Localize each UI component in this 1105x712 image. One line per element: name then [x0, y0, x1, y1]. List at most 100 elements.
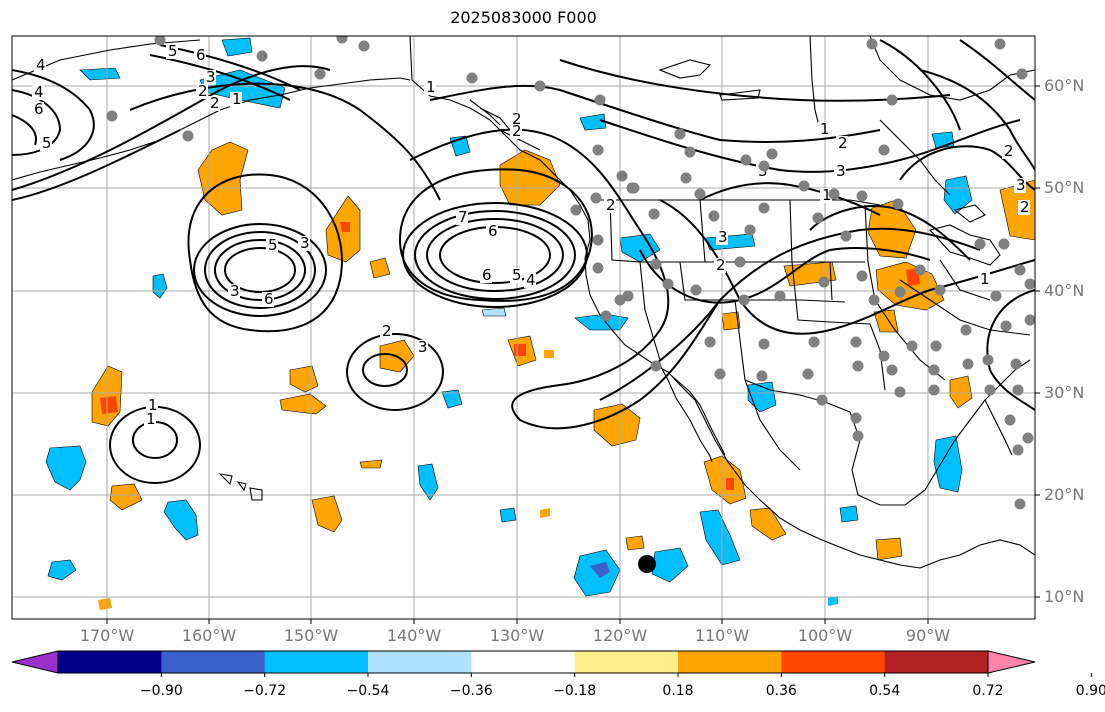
- contour-label-bg: [1018, 200, 1030, 215]
- colorbar-segment: [368, 651, 472, 673]
- station-dot: [600, 310, 612, 322]
- shade-neg: [619, 233, 661, 263]
- contour-label-bg: [32, 102, 44, 117]
- contour-label-bg: [1002, 144, 1014, 159]
- station-dot: [690, 284, 702, 296]
- contour-label-bg: [194, 48, 206, 63]
- shade-pos: [311, 495, 343, 533]
- colorbar-outline: [57, 650, 989, 674]
- station-dot: [1024, 314, 1035, 326]
- station-dot: [590, 192, 602, 204]
- contour-label: 3: [1016, 176, 1026, 194]
- lat-label: 40°N: [1044, 281, 1085, 300]
- contour: [919, 69, 1035, 171]
- contour-label: 5: [168, 42, 178, 60]
- contour: [879, 39, 961, 131]
- station-dot: [1014, 264, 1026, 276]
- contour-label-bg: [480, 268, 492, 283]
- contour-label: 2: [716, 256, 726, 274]
- contour-label: 4: [36, 56, 46, 74]
- contour-label: 4: [34, 83, 44, 101]
- contour-label-bg: [978, 272, 990, 287]
- colorbar-tick-label: 0.36: [765, 683, 797, 699]
- contour-label: 1: [148, 396, 158, 414]
- contour-label-bg: [262, 292, 274, 307]
- station-dot: [856, 270, 868, 282]
- station-dot: [974, 238, 986, 250]
- station-dot: [734, 256, 746, 268]
- station-dot: [704, 336, 716, 348]
- shade-neg: [481, 307, 507, 317]
- contour: [899, 145, 1035, 191]
- station-dot: [840, 230, 852, 242]
- shade-neg: [221, 37, 253, 57]
- contour: [12, 114, 37, 146]
- contour-label: 2: [838, 134, 848, 152]
- contour-label: 5: [512, 266, 522, 284]
- contour-label: 2: [512, 122, 522, 140]
- lon-ticks: [106, 619, 929, 624]
- contour-label-bg: [456, 210, 468, 225]
- station-dot: [1014, 498, 1026, 510]
- colorbar-segment: [471, 651, 576, 673]
- shade-pos: [340, 222, 350, 232]
- lat-ticks: [1035, 85, 1040, 598]
- contour-label: 2: [210, 94, 220, 112]
- station-dot: [628, 182, 640, 194]
- colorbar-segment: [884, 651, 989, 673]
- lon-label: 140°W: [386, 626, 442, 645]
- station-dot: [906, 340, 918, 352]
- station-dot: [934, 284, 946, 296]
- shade-neg: [45, 445, 87, 491]
- contour-label-bg: [834, 164, 846, 179]
- station-dot: [358, 40, 370, 52]
- station-dot: [868, 294, 880, 306]
- station-dot: [570, 204, 582, 216]
- station-dot: [738, 294, 750, 306]
- station-dot: [674, 128, 686, 140]
- station-dot: [828, 188, 840, 200]
- contour-label: 1: [426, 78, 436, 96]
- colorbar-extend-min: [11, 650, 59, 674]
- contour-label-bg: [486, 224, 498, 239]
- station-dot: [878, 144, 890, 156]
- station-dot: [818, 276, 830, 288]
- station-dot: [592, 262, 604, 274]
- contour-label-bg: [40, 136, 52, 151]
- station-dot: [914, 264, 926, 276]
- shade-neg: [417, 463, 439, 501]
- colorbar-tick-label: −0.54: [346, 683, 390, 699]
- station-dot: [850, 412, 862, 424]
- station-dot: [744, 224, 756, 236]
- station-dot: [314, 68, 326, 80]
- contour-label-bg: [424, 80, 436, 95]
- contour: [129, 82, 441, 201]
- lat-label: 10°N: [1044, 587, 1085, 606]
- contour-label: 6: [196, 46, 206, 64]
- station-dot: [1010, 358, 1022, 370]
- station-dot: [866, 38, 878, 50]
- contour-label: 3: [206, 68, 216, 86]
- station-dot: [766, 148, 778, 160]
- lon-label: 130°W: [489, 626, 545, 645]
- shade-neg: [441, 389, 463, 409]
- station-dot: [592, 234, 604, 246]
- colorbar-tick-label: −0.90: [139, 683, 183, 699]
- station-dot: [894, 386, 906, 398]
- shade-neg: [828, 596, 838, 606]
- colorbar-tick-label: 0.18: [662, 683, 694, 699]
- station-dot: [648, 208, 660, 220]
- station-dot: [892, 198, 904, 210]
- contour: [599, 119, 1021, 173]
- station-dot: [960, 324, 972, 336]
- station-dot: [1024, 278, 1035, 290]
- contour-label: 2: [382, 322, 392, 340]
- station-dot: [886, 94, 898, 106]
- contour: [429, 84, 881, 143]
- contour-label: 7: [458, 208, 468, 226]
- colorbar-tick-label: −0.18: [553, 683, 597, 699]
- contour: [346, 333, 444, 411]
- shade-neg: [152, 273, 168, 299]
- station-dot: [1022, 432, 1034, 444]
